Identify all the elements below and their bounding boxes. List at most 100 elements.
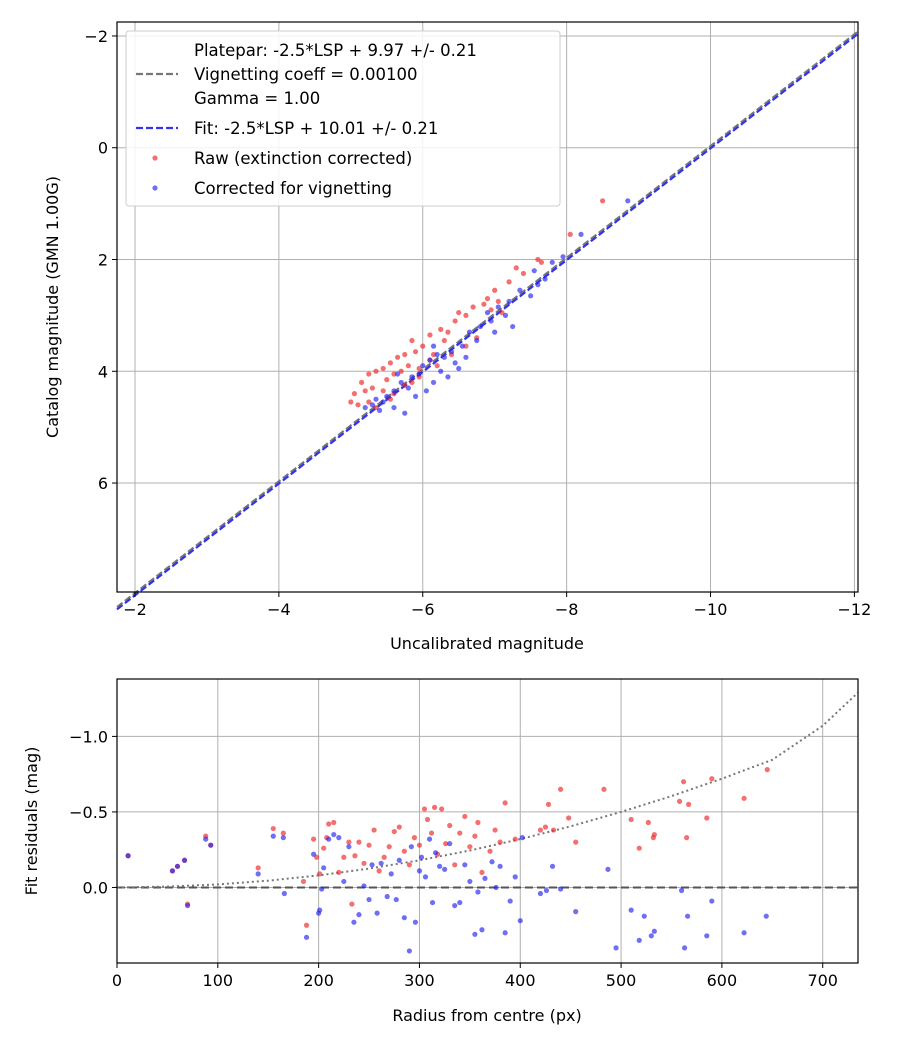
raw-point: [373, 368, 379, 374]
corrected-point: [442, 866, 448, 872]
corrected-point: [373, 396, 379, 402]
raw-point: [686, 801, 692, 807]
x-tick-label: 0: [112, 971, 122, 990]
raw-point: [411, 835, 418, 841]
corrected-point: [430, 343, 437, 349]
residuals-plot: 0 100 200 300 400 500 600 700 0.0 −0.5 −1.0 Radiu…: [22, 678, 859, 1025]
legend-raw-marker: [152, 155, 158, 161]
raw-point: [467, 844, 473, 850]
raw-point: [488, 307, 494, 313]
raw-point: [709, 776, 715, 782]
raw-point: [542, 824, 549, 830]
raw-point: [352, 853, 358, 859]
corrected-point: [512, 874, 518, 880]
corrected-point: [462, 862, 468, 868]
raw-point: [566, 815, 572, 821]
x-tick-label: 200: [303, 971, 334, 990]
corrected-point: [445, 374, 451, 380]
corrected-point: [528, 293, 534, 299]
corrected-point: [422, 874, 429, 880]
corrected-point: [426, 836, 433, 842]
y-axis-label: Catalog magnitude (GMN 1.00G): [43, 176, 62, 438]
corrected-point: [270, 833, 276, 839]
y-tick-label: 4: [98, 362, 108, 381]
corrected-point: [412, 919, 419, 925]
corrected-point: [374, 910, 380, 916]
corrected-point: [578, 231, 584, 237]
raw-point: [351, 391, 358, 397]
corrected-point: [405, 385, 411, 391]
raw-point: [321, 845, 327, 851]
corrected-point: [763, 913, 769, 919]
corrected-point: [423, 388, 429, 394]
raw-point: [520, 270, 527, 277]
corrected-point: [459, 343, 465, 349]
corrected-point: [531, 268, 537, 274]
raw-point: [445, 329, 451, 335]
corrected-point: [356, 912, 362, 918]
corrected-point: [475, 889, 481, 895]
legend: Platepar: -2.5*LSP + 9.97 +/- 0.21 Vigne…: [125, 30, 561, 207]
raw-point: [369, 385, 375, 391]
raw-point: [387, 360, 393, 366]
corrected-point: [648, 933, 654, 939]
raw-point: [443, 841, 449, 847]
raw-point: [331, 819, 337, 826]
corrected-point: [384, 893, 390, 900]
y-tick-label: −2: [84, 27, 108, 46]
corrected-point: [488, 318, 494, 324]
raw-point: [502, 800, 508, 806]
raw-point: [506, 279, 512, 285]
raw-point: [462, 813, 468, 820]
corrected-point: [466, 329, 473, 335]
raw-point: [475, 819, 481, 826]
raw-point: [349, 901, 355, 907]
corrected-point: [281, 890, 287, 897]
raw-point: [684, 835, 690, 841]
corrected-point: [317, 907, 323, 913]
corrected-point: [208, 842, 214, 848]
raw-point: [361, 860, 367, 866]
raw-point: [513, 265, 519, 271]
raw-point: [366, 842, 372, 848]
raw-point: [741, 795, 747, 801]
y-axis-ticks: 0.0 −0.5 −1.0: [69, 727, 117, 897]
corrected-point: [560, 254, 566, 260]
corrected-point: [447, 841, 453, 847]
y-tick-label: −0.5: [69, 803, 108, 822]
legend-platepar-line1: Platepar: -2.5*LSP + 9.97 +/- 0.21: [194, 41, 477, 60]
corrected-point: [416, 371, 422, 377]
corrected-point: [391, 388, 397, 394]
corrected-point: [549, 863, 556, 869]
raw-point: [434, 363, 440, 369]
corrected-point: [125, 853, 131, 859]
raw-point: [557, 786, 564, 792]
corrected-point: [457, 899, 463, 906]
corrected-point: [573, 909, 579, 915]
corrected-point: [651, 928, 657, 934]
x-tick-label: −12: [838, 600, 872, 619]
platepar-line: [116, 30, 859, 608]
corrected-point: [402, 410, 408, 416]
corrected-point: [351, 919, 357, 925]
corrected-point: [641, 913, 647, 919]
raw-point: [416, 365, 422, 372]
corrected-point: [477, 323, 483, 330]
raw-point: [550, 827, 557, 833]
raw-point: [447, 822, 453, 829]
corrected-point: [331, 831, 337, 838]
corrected-point: [519, 835, 525, 841]
corrected-point: [438, 368, 444, 374]
legend-corrected-label: Corrected for vignetting: [194, 179, 392, 198]
raw-point: [431, 804, 438, 811]
raw-point: [430, 351, 437, 358]
corrected-point: [388, 871, 394, 877]
corrected-point: [361, 883, 367, 889]
raw-point: [567, 231, 573, 237]
corrected-point: [380, 399, 386, 405]
raw-point: [387, 396, 393, 402]
raw-point: [545, 801, 552, 807]
raw-point: [270, 825, 276, 832]
plot-frame: [116, 678, 859, 964]
raw-point: [487, 848, 493, 854]
